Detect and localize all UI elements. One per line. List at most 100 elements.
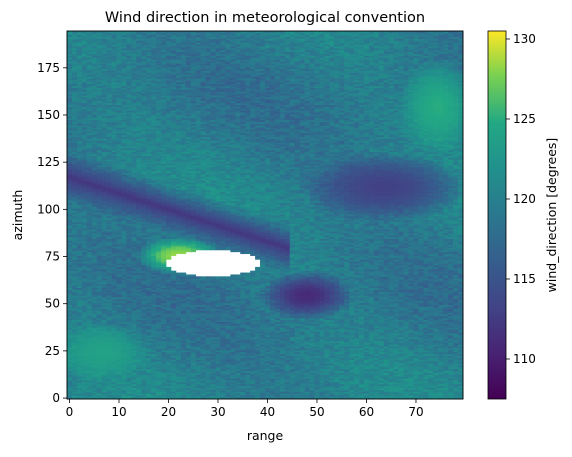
heatmap-cell bbox=[334, 348, 340, 351]
heatmap-cell bbox=[76, 351, 83, 355]
heatmap-cell bbox=[324, 370, 330, 373]
heatmap-cell bbox=[329, 351, 335, 355]
heatmap-cell bbox=[339, 382, 345, 385]
heatmap-cell bbox=[359, 342, 365, 345]
heatmap-cell bbox=[359, 361, 365, 364]
heatmap-cell bbox=[240, 380, 246, 383]
heatmap-cell bbox=[81, 348, 88, 351]
heatmap-cell bbox=[438, 382, 444, 385]
heatmap-cell bbox=[314, 342, 320, 345]
heatmap-cell bbox=[141, 376, 147, 379]
heatmap-cell bbox=[215, 397, 221, 400]
heatmap-cell bbox=[240, 363, 246, 366]
heatmap-cell bbox=[190, 382, 197, 385]
heatmap-cell bbox=[284, 366, 291, 370]
heatmap-cell bbox=[111, 348, 117, 351]
heatmap-cell bbox=[309, 391, 315, 394]
heatmap-cell bbox=[299, 368, 305, 372]
heatmap-cell bbox=[284, 370, 291, 373]
heatmap-cell bbox=[354, 383, 360, 387]
heatmap-cell bbox=[230, 382, 236, 385]
heatmap-cell bbox=[111, 391, 117, 394]
heatmap-cell bbox=[453, 380, 459, 383]
heatmap-cell bbox=[339, 387, 345, 390]
heatmap-cell bbox=[433, 395, 439, 398]
heatmap-cell bbox=[403, 363, 409, 366]
heatmap-cell bbox=[255, 357, 261, 360]
heatmap-cell bbox=[383, 376, 390, 379]
heatmap-cell bbox=[161, 391, 167, 394]
heatmap-cell bbox=[269, 368, 276, 372]
heatmap-cell bbox=[91, 380, 98, 383]
heatmap-cell bbox=[309, 387, 315, 390]
heatmap-cell bbox=[101, 397, 107, 400]
heatmap-cell bbox=[96, 382, 102, 385]
heatmap-cell bbox=[151, 372, 157, 375]
heatmap-cell bbox=[294, 344, 300, 347]
heatmap-cell bbox=[195, 385, 201, 389]
heatmap-cell bbox=[284, 368, 291, 372]
heatmap-cell bbox=[349, 361, 355, 364]
heatmap-cell bbox=[453, 355, 459, 358]
heatmap-cell bbox=[314, 361, 320, 364]
heatmap-cell bbox=[314, 340, 320, 343]
heatmap-cell bbox=[403, 344, 409, 347]
heatmap-cell bbox=[453, 389, 459, 392]
heatmap-cell bbox=[378, 357, 385, 360]
heatmap-cell bbox=[71, 389, 78, 392]
heatmap-cell bbox=[116, 363, 122, 366]
heatmap-cell bbox=[101, 385, 107, 389]
heatmap-cell bbox=[289, 353, 296, 356]
heatmap-cell bbox=[418, 378, 424, 381]
heatmap-cell bbox=[269, 340, 276, 343]
heatmap-cell bbox=[210, 376, 216, 379]
heatmap-cell bbox=[200, 346, 206, 349]
heatmap-cell bbox=[329, 359, 335, 362]
heatmap-cell bbox=[364, 363, 370, 366]
heatmap-cell bbox=[418, 389, 424, 392]
heatmap-cell bbox=[378, 351, 385, 355]
heatmap-cell bbox=[141, 366, 147, 370]
heatmap-cell bbox=[200, 378, 206, 381]
heatmap-cell bbox=[433, 344, 439, 347]
heatmap-cell bbox=[255, 355, 261, 358]
heatmap-cell bbox=[156, 344, 162, 347]
heatmap-cell bbox=[344, 380, 350, 383]
heatmap-cell bbox=[304, 361, 310, 364]
heatmap-cell bbox=[294, 365, 300, 368]
heatmap-cell bbox=[438, 380, 444, 383]
heatmap-cell bbox=[67, 387, 73, 390]
heatmap-cell bbox=[151, 348, 157, 351]
heatmap-cell bbox=[304, 372, 310, 375]
heatmap-cell bbox=[368, 378, 375, 381]
heatmap-cell bbox=[166, 340, 172, 343]
heatmap-cell bbox=[151, 374, 157, 377]
heatmap-cell bbox=[126, 349, 132, 353]
heatmap-cell bbox=[170, 363, 177, 366]
heatmap-cell bbox=[329, 344, 335, 347]
heatmap-cell bbox=[220, 380, 226, 383]
heatmap-cell bbox=[344, 368, 350, 372]
heatmap-cell bbox=[200, 376, 206, 379]
heatmap-cell bbox=[403, 385, 409, 389]
heatmap-cell bbox=[210, 378, 216, 381]
heatmap-cell bbox=[274, 395, 281, 398]
heatmap-cell bbox=[299, 376, 305, 379]
heatmap-cell bbox=[76, 366, 83, 370]
heatmap-cell bbox=[195, 372, 201, 375]
heatmap-cell bbox=[101, 374, 107, 377]
heatmap-cell bbox=[388, 357, 395, 360]
heatmap-cell bbox=[274, 385, 281, 389]
heatmap-cell bbox=[230, 361, 236, 364]
heatmap-cell bbox=[260, 382, 266, 385]
heatmap-cell bbox=[101, 380, 107, 383]
heatmap-cell bbox=[428, 355, 434, 358]
heatmap-cell bbox=[76, 382, 83, 385]
heatmap-cell bbox=[76, 374, 83, 377]
heatmap-cell bbox=[131, 391, 137, 394]
heatmap-cell bbox=[170, 376, 177, 379]
heatmap-cell bbox=[359, 393, 365, 396]
heatmap-cell bbox=[255, 393, 261, 396]
heatmap-cell bbox=[205, 397, 211, 400]
heatmap-cell bbox=[339, 357, 345, 360]
